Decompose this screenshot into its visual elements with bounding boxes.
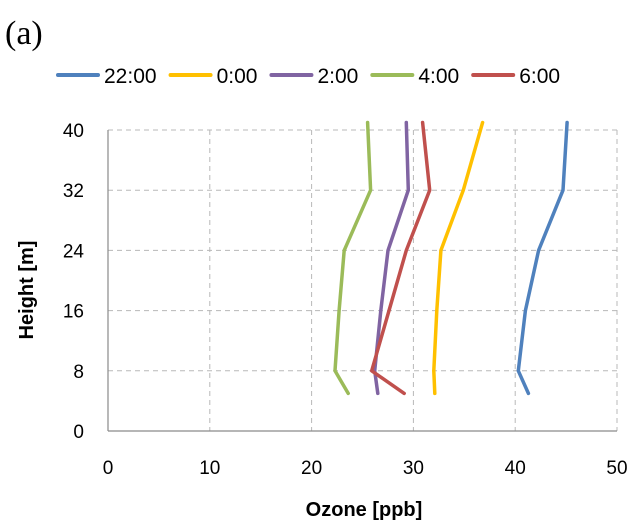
x-tick-label-1: 10 (199, 458, 220, 479)
series-line-0-00 (432, 120, 485, 396)
series-line-6-00 (369, 120, 432, 396)
x-tick-label-5: 50 (606, 458, 627, 479)
series-line-4-00 (333, 120, 373, 396)
x-tick-label-2: 20 (301, 458, 322, 479)
y-tick-label-1: 8 (73, 362, 84, 383)
legend-label-2-00: 2:00 (317, 65, 358, 88)
y-tick-label-0: 0 (73, 422, 84, 443)
x-tick-label-4: 40 (505, 458, 526, 479)
legend-label-4-00: 4:00 (418, 65, 459, 88)
y-tick-label-5: 40 (63, 121, 84, 142)
y-tick-label-2: 16 (63, 302, 84, 323)
y-tick-label-4: 32 (63, 181, 84, 202)
legend: 22:00 0:00 2:00 4:00 6:00 (56, 65, 560, 88)
x-tick-label-3: 30 (403, 458, 424, 479)
tick-labels: 0 10 20 30 40 50 0 8 16 24 32 40 (63, 121, 628, 479)
x-tick-label-0: 0 (103, 458, 114, 479)
y-tick-label-3: 24 (63, 241, 85, 262)
axes (107, 130, 617, 432)
panel-label: (a) (5, 15, 43, 52)
y-axis-title: Height [m] (16, 241, 38, 340)
series-layer (333, 120, 569, 396)
series-line-22-00 (516, 120, 569, 396)
legend-label-22-00: 22:00 (104, 65, 157, 88)
legend-label-6-00: 6:00 (519, 65, 560, 88)
x-axis-title: Ozone [ppb] (306, 499, 423, 521)
grid (108, 129, 618, 431)
legend-label-0-00: 0:00 (217, 65, 258, 88)
